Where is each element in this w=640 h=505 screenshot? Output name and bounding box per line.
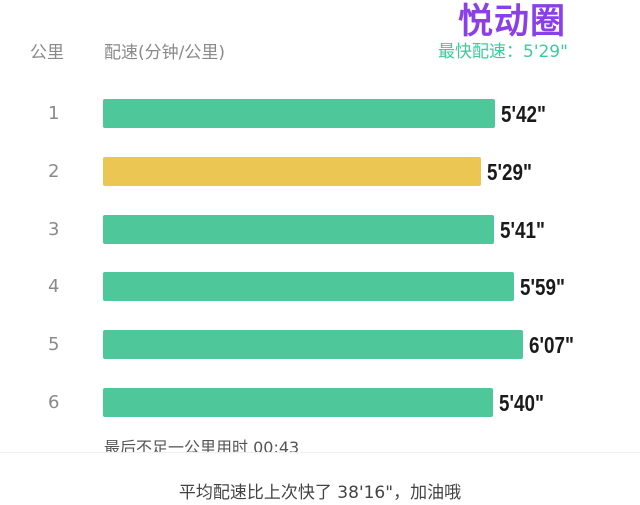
km-number: 1: [48, 103, 60, 124]
pace-value-label: 6'07": [529, 332, 574, 358]
pace-value-label: 5'42": [501, 101, 546, 127]
km-number: 4: [48, 276, 60, 297]
km-number: 2: [48, 161, 60, 182]
summary-text: 平均配速比上次快了 38'16"，加油哦: [178, 483, 462, 503]
divider: [0, 452, 640, 453]
pace-value-label: 5'40": [499, 390, 544, 416]
pace-row: 3 5'41": [0, 215, 640, 245]
km-number: 6: [48, 392, 60, 413]
pace-row: 6 5'40": [0, 388, 640, 418]
pace-row: 2 5'29": [0, 157, 640, 187]
pace-column-header: 配速(分钟/公里): [104, 43, 225, 63]
remainder-time-text: 最后不足一公里用时 00:43: [104, 438, 300, 452]
pace-bar-fastest: [103, 157, 481, 186]
pace-value-label: 5'29": [487, 159, 532, 185]
fastest-pace: 最快配速：5'29": [438, 42, 568, 62]
pace-value-label: 5'59": [520, 274, 565, 300]
fastest-pace-value: 5'29": [523, 42, 568, 62]
pace-bar: [103, 388, 493, 417]
pace-bar: [103, 330, 523, 359]
fastest-pace-label: 最快配速：: [438, 42, 523, 62]
pace-bar: [103, 215, 494, 244]
pace-bar: [103, 272, 514, 301]
pace-row: 4 5'59": [0, 272, 640, 302]
pace-row: 5 6'07": [0, 330, 640, 360]
pace-bar: [103, 99, 495, 128]
km-number: 3: [48, 219, 60, 240]
pace-value-label: 5'41": [500, 217, 545, 243]
pace-row: 1 5'42": [0, 99, 640, 129]
km-column-header: 公里: [30, 43, 64, 63]
km-number: 5: [48, 334, 60, 355]
app-watermark-logo: 悦动圈: [458, 2, 567, 42]
